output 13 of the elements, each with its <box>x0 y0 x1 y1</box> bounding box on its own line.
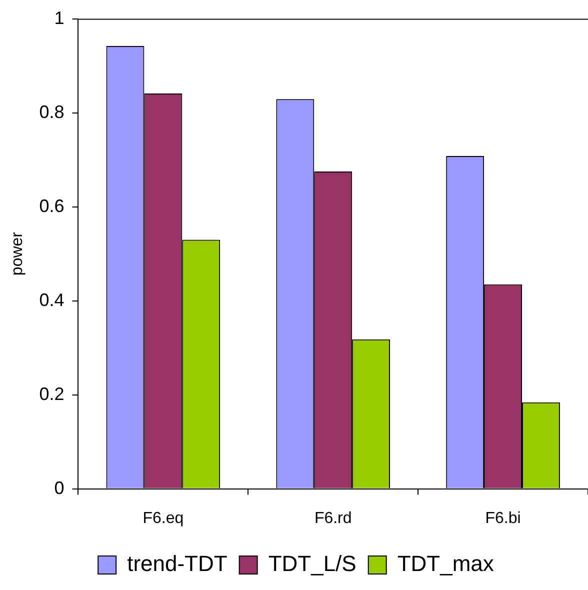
x-tick-label: F6.bi <box>485 510 521 527</box>
y-axis-title: power <box>9 231 26 276</box>
y-tick-label: 0.6 <box>39 196 64 216</box>
y-tick-label: 0.4 <box>39 290 64 310</box>
y-tick-label: 0 <box>54 478 64 498</box>
y-tick-label: 0.8 <box>39 102 64 122</box>
y-tick-label: 1 <box>54 8 64 28</box>
legend-label: TDT_L/S <box>268 551 356 576</box>
y-tick-label: 0.2 <box>39 384 64 404</box>
x-tick-label: F6.rd <box>314 510 352 527</box>
legend-label: TDT_max <box>397 551 494 576</box>
legend-label: trend-TDT <box>127 551 228 576</box>
x-tick-label: F6.eq <box>142 510 184 527</box>
